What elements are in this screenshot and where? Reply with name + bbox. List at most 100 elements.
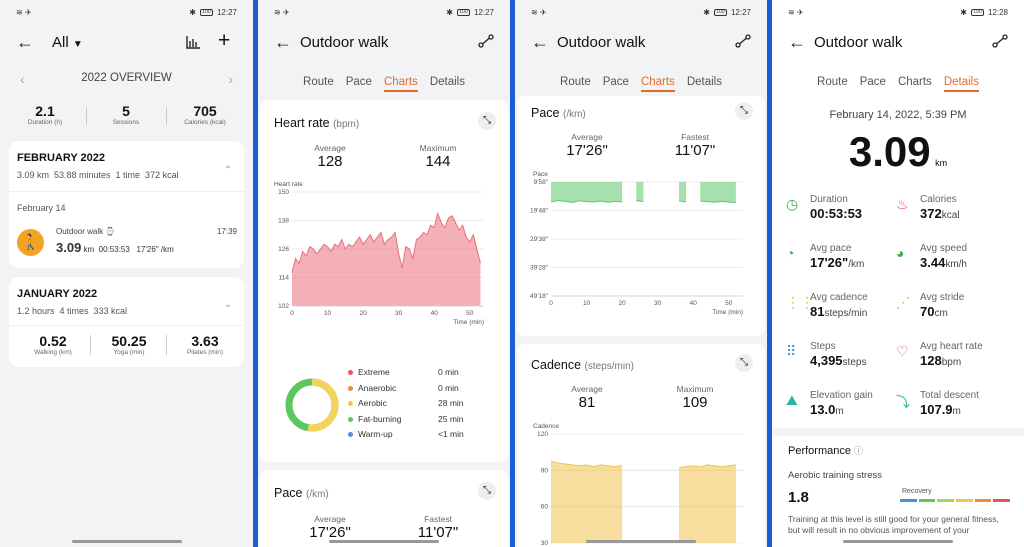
home-indicator[interactable] [71,540,182,543]
back-button[interactable]: ← [531,32,549,52]
y-tick-label: 138 [278,218,289,225]
fast-value: 11'07" [417,524,459,541]
bluetooth-icon: ✱ [703,8,710,17]
zone-value: 25 min [438,413,464,424]
expand-icon[interactable]: ⤡ [735,354,753,372]
chevron-down-icon[interactable]: ⌄ [223,299,232,310]
tab-route[interactable]: Route [303,76,334,88]
y-tick-label: 150 [278,189,289,196]
stat-value: 0.52 [39,333,67,349]
scale-improve [937,499,955,502]
session-time: 17:39 [216,227,237,236]
route-icon[interactable] [735,33,751,49]
heart-avg: Average 128 [290,143,370,170]
avg-label: Average [571,384,603,394]
info-icon[interactable]: ⓘ [854,446,864,456]
distance-value: 3.09 [848,128,931,175]
stat-label: Pilates (min) [186,349,224,356]
chart-line [550,200,623,204]
cadence-chart: Cadence 30 60 90 120 [533,423,743,547]
x-axis-label: Time (min) [712,309,743,316]
expand-icon[interactable]: ⤡ [735,102,753,120]
tab-route[interactable]: Route [560,76,591,88]
filter-dropdown[interactable]: All ▼ [52,34,83,51]
next-year-button[interactable]: › [228,71,233,87]
y-tick-label: 102 [278,303,289,310]
metric-value-wrap: 128bpm [920,353,961,368]
tab-charts[interactable]: Charts [640,76,675,92]
chart-area [636,182,644,202]
y-axis-label: Pace [533,171,548,178]
heart-max: Maximum 144 [398,143,478,170]
tab-pace[interactable]: Pace [859,76,886,88]
tab-route[interactable]: Route [817,76,848,88]
caret-down-icon: ▼ [72,39,83,50]
route-icon[interactable] [478,33,494,49]
status-bar: ≋ ✈ ✱ 100 12:27 [0,8,253,20]
chart-area [551,182,623,203]
x-tick-label: 0 [290,310,294,317]
tab-pace[interactable]: Pace [345,76,372,88]
scale-over [993,499,1011,502]
metrics-grid: ◷ Duration 00:53:53 ♨ Calories 372kcal ◔ Avg pa… [786,194,1014,424]
zone-name: Extreme [358,367,390,377]
expand-icon[interactable]: ⤡ [478,112,496,130]
stat-label: Yoga (min) [113,349,145,356]
avg-value: 81 [578,394,596,411]
session-distance: 3.09 [56,240,82,255]
chart-area [292,213,481,306]
month-card-january[interactable]: JANUARY 2022 1.2 hours 4 times 333 kcal … [9,277,244,367]
metric-label: Steps [810,341,836,352]
zone-value: 28 min [438,398,464,408]
tab-details[interactable]: Details [943,76,979,92]
tab-details[interactable]: Details [429,76,465,88]
back-button[interactable]: ← [788,32,806,52]
prev-year-button[interactable]: ‹ [20,71,25,87]
pace-card: Pace (/km) ⤡ Average 17'26" Fastest 11'0… [260,470,508,547]
pace-chart-card: Pace (/km) ⤡ Average 17'26" Fastest 11'0… [517,96,765,336]
avg-value: 128 [317,153,343,170]
stress-scale [900,499,1011,502]
expand-icon[interactable]: ⤡ [478,482,496,500]
metric-unit: bpm [941,357,962,368]
home-indicator[interactable] [843,540,953,543]
metric-label: Total descent [920,390,979,401]
chevron-up-icon[interactable]: ⌃ [223,165,232,176]
stat-value: 705 [193,103,217,119]
home-indicator[interactable] [329,540,439,543]
footprints-icon: ⋮⋮ [786,294,814,310]
metric-value: 13.0 [810,402,836,417]
heart-icon: ♡ [896,343,909,359]
workout-title: Outdoor walk [814,34,903,51]
tab-charts[interactable]: Charts [383,76,418,92]
year-stats: 2.1 Duration (h) 5 Sessions 705 Calories… [0,103,253,133]
stats-icon[interactable] [186,36,200,49]
tab-charts[interactable]: Charts [897,76,932,88]
max-label: Maximum [419,143,457,153]
month-card-february[interactable]: FEBRUARY 2022 3.09 km 53.88 minutes 1 ti… [9,141,244,268]
tab-pace[interactable]: Pace [602,76,629,88]
clock-icon: ◷ [786,196,799,212]
performance-title: Performance ⓘ [788,444,863,457]
chart-line [678,464,736,469]
scale-recovery [900,499,917,502]
speedometer-icon: ◔ [786,245,795,261]
tab-details[interactable]: Details [686,76,722,88]
route-icon[interactable] [992,33,1008,49]
cadence-card: Cadence (steps/min) ⤡ Average 81 Maximum… [517,344,765,547]
add-button[interactable]: + [218,29,231,52]
session-row[interactable]: 🚶 Outdoor walk ⌚ 17:39 3.09 km 00:53:53 … [17,225,237,261]
scale-overreach [974,499,992,502]
y-tick-label: 9'58" [534,179,549,186]
metric-value: 128 [920,353,942,368]
session-duration: 00:53:53 [98,245,130,254]
zone-row: Extreme 0 min [348,367,498,383]
metric-value: 372 [920,206,942,221]
stat-value: 3.63 [191,333,219,349]
zone-dot [348,432,353,437]
back-button[interactable]: ← [274,32,292,52]
back-button[interactable]: ← [16,32,34,52]
metric-label: Avg cadence [810,292,868,303]
home-indicator[interactable] [586,540,696,543]
stride-icon: ⋰ [896,294,910,310]
